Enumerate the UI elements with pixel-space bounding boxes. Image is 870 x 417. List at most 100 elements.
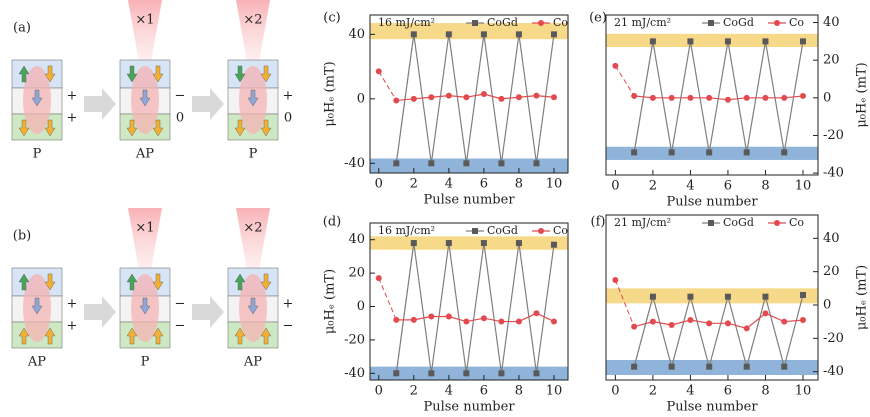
x-tick-label: 4: [686, 179, 694, 194]
legend-label: Co: [553, 224, 568, 237]
spin-arrow: [260, 119, 272, 137]
spin-arrow: [152, 119, 164, 137]
x-tick-label: 0: [375, 177, 383, 192]
spin-arrow: [18, 65, 30, 83]
marker: [428, 94, 435, 101]
x-tick-label: 2: [410, 384, 418, 399]
marker: [762, 94, 769, 101]
marker: [706, 320, 713, 327]
y-axis-label: μ₀Hₑ (mT): [855, 265, 870, 330]
x-tick-label: 4: [445, 384, 453, 399]
series-line: [633, 41, 804, 153]
marker: [533, 92, 540, 99]
x-tick-label: 6: [480, 177, 488, 192]
marker: [612, 277, 619, 283]
series-line: [395, 242, 555, 374]
series-line: [396, 93, 555, 102]
x-tick-label: 0: [375, 384, 383, 399]
legend-marker: [538, 20, 544, 26]
state-label: P: [141, 355, 150, 370]
marker: [799, 292, 806, 298]
marker: [410, 240, 417, 247]
field-sign: 0: [284, 111, 292, 126]
field-sign: +: [67, 297, 78, 312]
marker: [781, 318, 788, 325]
marker: [410, 31, 417, 38]
x-tick-label: 4: [686, 384, 694, 399]
x-tick-label: 10: [546, 177, 563, 192]
spin-arrow: [31, 89, 43, 107]
marker: [631, 363, 638, 370]
legend-marker: [774, 220, 780, 226]
spin-arrow: [18, 273, 30, 291]
plot-frame: [369, 222, 569, 381]
marker: [550, 241, 557, 248]
series-line: [634, 95, 804, 101]
series-line-initial: [378, 277, 397, 321]
series-line-initial: [614, 65, 635, 97]
marker: [375, 275, 382, 282]
marker: [781, 149, 788, 156]
legend-marker: [708, 20, 714, 26]
marker: [631, 92, 638, 99]
x-tick-label: 2: [649, 179, 657, 194]
marker: [649, 318, 656, 325]
spin-arrow: [126, 119, 138, 137]
series-line: [395, 34, 555, 164]
process-arrow: [192, 296, 224, 328]
spin-arrow: [44, 327, 56, 345]
marker: [428, 370, 435, 377]
panel-label: (c): [323, 11, 340, 26]
marker: [445, 31, 452, 38]
marker: [463, 370, 470, 377]
state-label: AP: [27, 355, 46, 370]
pulse-count: ×1: [135, 221, 154, 236]
field-sign: +: [67, 319, 78, 334]
x-axis-label: Pulse number: [423, 193, 515, 208]
x-tick-label: 8: [515, 177, 523, 192]
x-axis-label: Pulse number: [666, 400, 758, 415]
plot-frame: [605, 14, 819, 176]
field-sign: 0: [176, 111, 184, 126]
spin-arrow: [18, 119, 30, 137]
marker: [480, 91, 487, 97]
marker: [445, 240, 452, 247]
x-tick-label: 0: [611, 179, 619, 194]
spin-arrow: [260, 327, 272, 345]
field-sign: −: [175, 319, 186, 334]
x-tick-label: 8: [515, 384, 523, 399]
y-tick-label: 20: [348, 266, 365, 281]
marker: [498, 370, 505, 377]
series-line-initial: [378, 71, 397, 101]
marker: [724, 320, 731, 327]
panel-label: (a): [13, 21, 31, 36]
marker: [375, 68, 382, 75]
field-sign: +: [67, 111, 78, 126]
marker: [649, 293, 656, 300]
marker: [781, 94, 788, 101]
spin-arrow: [126, 273, 138, 291]
marker: [743, 363, 750, 370]
marker: [463, 318, 470, 325]
x-tick-label: 6: [480, 384, 488, 399]
plot-frame: [605, 214, 819, 381]
spin-arrow: [234, 327, 246, 345]
y-tick-label: -40: [823, 364, 844, 379]
y-tick-label: 20: [823, 264, 840, 279]
spin-arrow: [152, 327, 164, 345]
marker: [668, 94, 675, 101]
marker: [533, 370, 540, 377]
marker: [533, 310, 540, 317]
marker: [687, 94, 694, 101]
marker: [706, 149, 713, 156]
state-label: P: [249, 147, 258, 162]
y-tick-label: 40: [348, 27, 365, 42]
spin-arrow: [152, 273, 164, 291]
spin-arrow: [44, 119, 56, 137]
marker: [799, 92, 806, 99]
marker: [445, 92, 452, 99]
plot-frame: [369, 14, 569, 174]
y-tick-label: 0: [823, 298, 831, 313]
series-line: [396, 312, 555, 323]
spin-arrow: [152, 65, 164, 83]
